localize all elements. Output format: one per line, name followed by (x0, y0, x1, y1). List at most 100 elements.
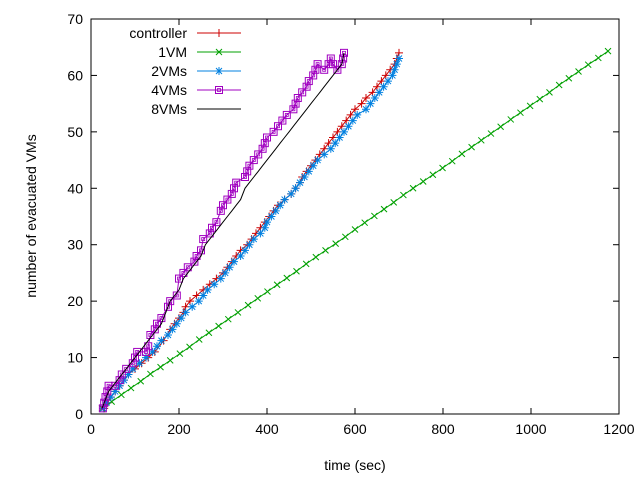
data-point (380, 205, 388, 213)
data-point (283, 274, 291, 282)
data-point-inner (225, 197, 230, 202)
data-point-inner (293, 101, 298, 106)
data-point (227, 189, 236, 198)
data-point (340, 48, 348, 57)
data-point (340, 127, 348, 136)
y-tick-label: 60 (67, 67, 83, 83)
data-point-inner (192, 259, 197, 264)
data-point (331, 139, 340, 148)
data-point-inner (177, 276, 181, 281)
data-point (300, 173, 309, 181)
data-point (313, 156, 322, 165)
data-point (274, 122, 282, 131)
series-1vm (98, 47, 612, 412)
data-point (215, 48, 223, 56)
data-point-inner (335, 67, 340, 72)
data-point-inner (232, 186, 236, 191)
data-point-inner (326, 62, 331, 67)
data-point (244, 301, 252, 309)
data-point-inner (113, 383, 118, 388)
data-point-inner (146, 344, 151, 349)
data-point (258, 144, 267, 153)
data-point-inner (106, 383, 111, 388)
data-point (335, 133, 344, 142)
data-point (142, 353, 150, 362)
data-point (166, 297, 175, 306)
data-point (216, 274, 225, 283)
data-point (392, 60, 401, 69)
data-point-inner (148, 333, 153, 337)
series-line (101, 52, 345, 409)
y-axis-label: number of evacuated VMs (23, 134, 39, 297)
data-point (487, 130, 495, 137)
data-point (429, 171, 437, 179)
data-point-inner (256, 152, 261, 157)
data-point-inner (207, 231, 212, 236)
data-point-inner (247, 163, 252, 168)
data-point (287, 189, 296, 198)
data-point-inner (300, 90, 305, 95)
data-point (157, 363, 164, 371)
data-point (341, 233, 349, 241)
data-point (565, 74, 573, 82)
data-point (353, 110, 362, 119)
data-point (176, 350, 184, 357)
data-point (260, 139, 269, 148)
data-point (497, 123, 504, 131)
data-point (223, 195, 232, 204)
data-point (177, 314, 186, 323)
data-point (102, 398, 111, 407)
data-point-inner (315, 62, 320, 67)
data-point-inner (245, 169, 250, 174)
data-point (276, 201, 285, 210)
data-point (224, 315, 232, 323)
data-point (115, 381, 124, 390)
y-tick-label: 10 (67, 350, 83, 366)
data-point (234, 309, 242, 316)
data-point (100, 398, 109, 407)
data-point (203, 285, 212, 294)
data-point-inner (306, 79, 311, 83)
data-point (215, 322, 222, 330)
data-point (366, 99, 375, 108)
data-point (212, 218, 221, 227)
x-tick-label: 1200 (603, 421, 634, 437)
data-point (199, 291, 208, 300)
data-point (120, 376, 128, 385)
legend-label: 1VM (158, 44, 187, 60)
data-point-inner (304, 84, 309, 89)
data-point (309, 71, 318, 80)
data-point (186, 343, 193, 351)
data-point (337, 60, 346, 69)
data-point-inner (280, 118, 285, 123)
data-point (166, 357, 174, 364)
data-point-inner (265, 135, 269, 140)
data-point (153, 319, 161, 328)
data-point (106, 393, 115, 402)
data-point (175, 274, 183, 283)
data-point (225, 263, 234, 272)
legend: controller 1VM 2VMs 4VMs 8VMs (129, 25, 241, 117)
data-point (127, 384, 135, 392)
data-point-inner (262, 141, 267, 146)
data-point (208, 223, 216, 232)
data-point (326, 144, 335, 153)
data-point (254, 150, 263, 159)
x-tick-label: 0 (87, 421, 95, 437)
data-point-inner (152, 327, 157, 332)
data-point (168, 325, 177, 334)
data-point (311, 65, 320, 74)
data-point (241, 173, 249, 181)
legend-label: 4VMs (151, 82, 187, 98)
data-point-inner (185, 265, 190, 270)
data-point (458, 150, 466, 158)
data-point (379, 82, 388, 91)
data-point (172, 319, 181, 328)
data-point (280, 195, 289, 204)
data-point-inner (210, 225, 214, 230)
data-point (333, 65, 342, 74)
data-point (192, 252, 201, 260)
data-point (400, 191, 407, 199)
data-point-inner (217, 88, 221, 92)
